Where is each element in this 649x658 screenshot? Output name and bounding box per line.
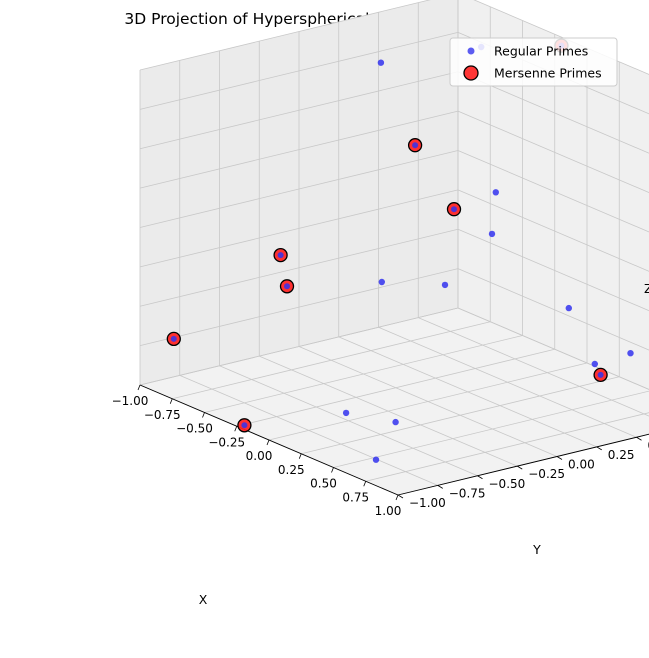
floor-grid-x-line xyxy=(365,412,649,482)
y-tick-label-mark xyxy=(397,494,404,499)
regular-prime-point xyxy=(441,281,449,289)
legend-mersenne-marker xyxy=(463,65,479,81)
left-wall-grid-z-line xyxy=(139,71,459,150)
x-tick-label: 0.00 xyxy=(246,449,273,463)
x-tick-label: −0.25 xyxy=(208,435,245,449)
legend-mersenne-label: Mersenne Primes xyxy=(494,66,602,81)
x-tick-label: 0.25 xyxy=(278,463,305,477)
regular-prime-point xyxy=(277,252,284,259)
back-wall-pane xyxy=(458,0,649,390)
left-wall-grid-z-line xyxy=(139,31,459,110)
left-wall-grid-z-line xyxy=(139,110,459,189)
y-tick-label-mark xyxy=(477,475,483,480)
regular-prime-point xyxy=(597,371,604,378)
x-tick-label-mark xyxy=(202,412,205,418)
regular-prime-point xyxy=(492,189,499,196)
regular-prime-point xyxy=(412,142,419,149)
y-tick-label: 0.00 xyxy=(568,458,595,472)
left-wall-grid-z-line xyxy=(139,0,431,71)
floor-grid-y-line xyxy=(457,307,649,390)
regular-prime-point xyxy=(342,409,350,417)
regular-prime-point xyxy=(627,350,634,357)
tick-labels: −1.00−1.00−1.00−0.75−0.75−0.75−0.50−0.50… xyxy=(112,384,649,518)
x-tick-label-mark xyxy=(363,481,367,487)
y-tick-label-mark xyxy=(437,485,443,489)
x-axis-label: X xyxy=(199,592,208,607)
regular-prime-point xyxy=(392,418,399,426)
y-tick-label: −0.75 xyxy=(449,486,486,500)
x-tick-label: −1.00 xyxy=(112,394,149,408)
regular-prime-point xyxy=(565,304,572,312)
y-tick-label: −0.25 xyxy=(528,467,565,481)
floor-grid-y-line xyxy=(298,346,558,457)
floor-grid-y-line xyxy=(338,336,597,448)
legend: Regular Primes Mersenne Primes xyxy=(449,37,618,87)
back-wall-grid-z-line xyxy=(457,110,649,193)
back-wall-grid-z-line xyxy=(457,71,649,154)
floor-grid-x-line xyxy=(301,376,620,455)
x-tick-label-mark xyxy=(395,494,399,501)
x-tick-label-mark xyxy=(298,453,302,459)
legend-regular-marker xyxy=(467,47,475,55)
left-wall-grid-z-line xyxy=(139,150,459,228)
y-tick-label: −0.50 xyxy=(489,477,526,491)
floor-grid-y-line xyxy=(418,317,649,417)
x-tick-label-mark xyxy=(234,426,238,432)
y-tick-label-mark xyxy=(556,456,563,460)
x-tick-label-mark xyxy=(266,439,270,446)
y-axis-label: Y xyxy=(532,542,541,557)
legend-regular-label: Regular Primes xyxy=(494,44,588,59)
x-tick-label: 1.00 xyxy=(375,504,402,518)
x-tick-label: −0.75 xyxy=(144,408,181,422)
y-tick-label-mark xyxy=(596,446,602,451)
y-tick-label-mark xyxy=(636,436,642,441)
x-tick-label: 0.50 xyxy=(310,477,337,491)
regular-prime-point xyxy=(488,230,496,238)
x-tick-label-mark xyxy=(137,384,141,391)
regular-prime-point xyxy=(372,456,380,463)
legend-frame xyxy=(449,37,618,87)
regular-prime-point xyxy=(241,422,248,429)
regular-prime-point xyxy=(378,278,385,286)
regular-prime-point xyxy=(284,283,290,290)
x-tick-label-mark xyxy=(331,467,334,473)
back-wall-grid-z-line xyxy=(457,150,649,233)
x-tick-label: 0.75 xyxy=(342,490,369,504)
regular-prime-point xyxy=(377,59,385,66)
floor-pane xyxy=(140,308,649,495)
regular-prime-point xyxy=(591,360,598,368)
floor-grid-x-line xyxy=(333,390,649,468)
regular-prime-point xyxy=(170,335,177,342)
y-tick-label-mark xyxy=(517,465,523,470)
x-tick-label-mark xyxy=(169,398,173,404)
floor-grid-y-line xyxy=(378,326,637,438)
y-tick-label: 0.50 xyxy=(648,438,649,452)
x-tick-label: −0.50 xyxy=(176,422,213,436)
z-axis-label: Z xyxy=(644,281,649,296)
regular-prime-point xyxy=(451,206,457,213)
y-tick-label: −1.00 xyxy=(409,496,446,510)
y-tick-label: 0.25 xyxy=(608,448,635,462)
